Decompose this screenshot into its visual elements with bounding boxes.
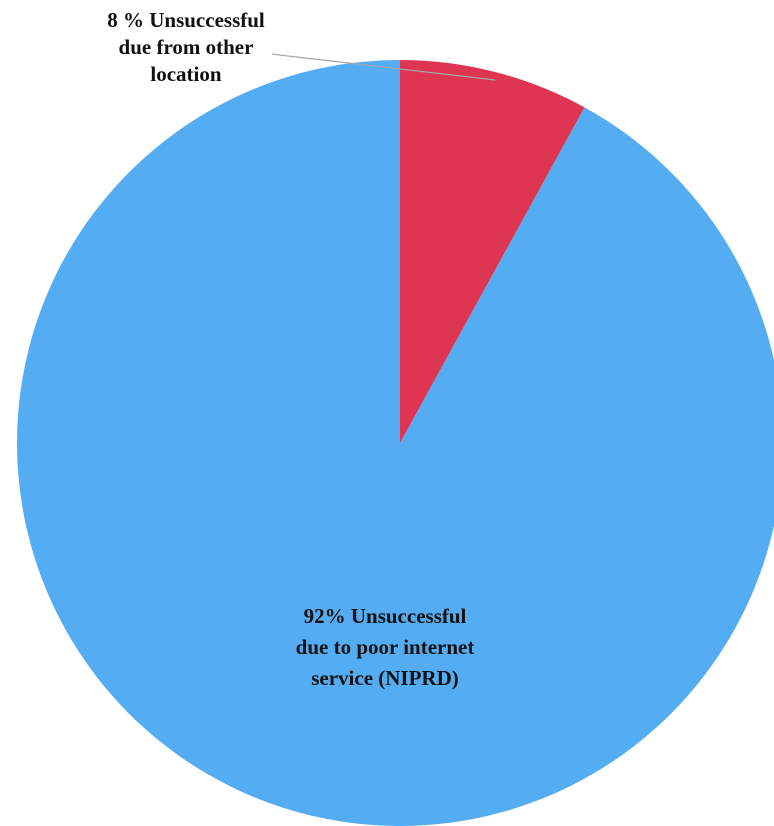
slice-label-line: service (NIPRD) xyxy=(311,666,459,690)
leader-lines xyxy=(271,53,496,81)
slice-label-line: due to poor internet xyxy=(296,635,475,659)
slice-label-line: 8 % Unsuccessful xyxy=(107,8,265,32)
slice-label-line: location xyxy=(150,62,221,86)
slice-label-line: due from other xyxy=(119,35,254,59)
pie-slices xyxy=(17,60,774,826)
pie-slice-0 xyxy=(17,60,774,826)
pie-slice-1 xyxy=(400,60,585,443)
slice-label-line: 92% Unsuccessful xyxy=(304,604,467,628)
leader-line-1 xyxy=(271,53,496,81)
slice-label-0: 92% Unsuccessful due to poor internet serv… xyxy=(296,604,475,690)
slice-label-1: 8 % Unsuccessful due from other location xyxy=(107,8,265,86)
slice-labels: 92% Unsuccessful due to poor internet serv… xyxy=(107,8,474,690)
